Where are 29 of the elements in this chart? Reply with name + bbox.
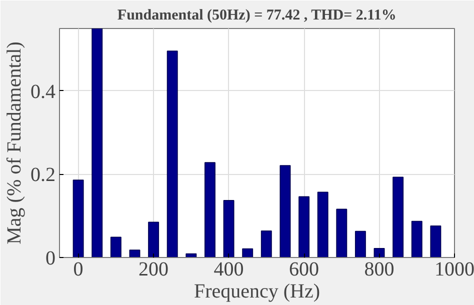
bar — [204, 162, 216, 258]
x-tick-label: 1000 — [434, 258, 474, 280]
x-tick-label: 800 — [364, 258, 394, 280]
bar — [280, 165, 291, 258]
bar — [430, 225, 442, 258]
x-tick-label: 200 — [138, 258, 169, 280]
bar — [148, 222, 160, 258]
bar — [92, 28, 103, 258]
bar — [260, 230, 272, 258]
bar — [242, 248, 254, 258]
bar — [354, 230, 366, 258]
x-axis-title: Frequency (Hz) — [194, 280, 320, 302]
bar — [72, 180, 84, 258]
y-tick-label: 0.2 — [30, 164, 56, 186]
bar — [336, 208, 348, 258]
bar — [166, 50, 178, 258]
bar — [317, 192, 328, 258]
x-tick-label: 600 — [289, 258, 320, 280]
bar — [411, 220, 422, 258]
bar — [392, 176, 404, 258]
bar — [110, 236, 122, 258]
chart-title: Fundamental (50Hz) = 77.42 , THD= 2.11% — [117, 8, 396, 24]
bar — [298, 196, 310, 258]
y-tick-label: 0.4 — [30, 80, 56, 103]
x-tick-label: 400 — [214, 258, 244, 280]
bar — [223, 200, 234, 258]
bar — [129, 250, 140, 258]
x-tick-label: 0 — [73, 258, 84, 280]
y-axis-title: Mag (% of Fundamental) — [4, 42, 26, 244]
